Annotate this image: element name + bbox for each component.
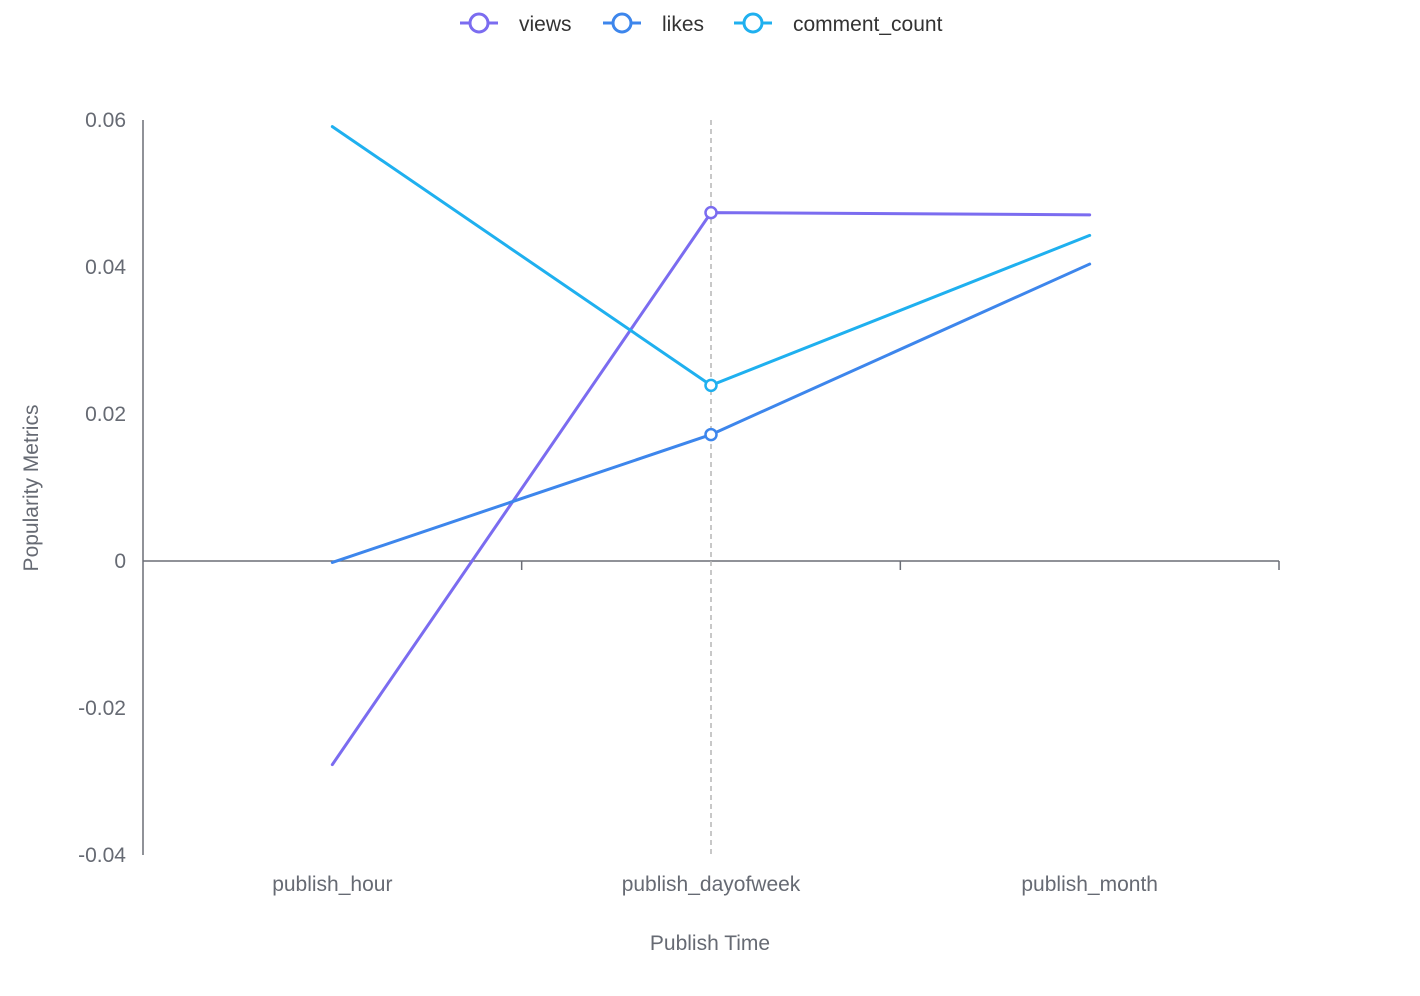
data-point-views[interactable] bbox=[704, 205, 718, 220]
legend: views likes comment_count bbox=[460, 12, 943, 36]
y-tick-label: 0.06 bbox=[85, 109, 126, 132]
y-tick-label: -0.02 bbox=[78, 697, 126, 720]
data-point-comment-count[interactable] bbox=[704, 378, 718, 393]
y-tick-label: 0.04 bbox=[85, 256, 126, 279]
legend-label: likes bbox=[662, 13, 704, 36]
x-axis-title: Publish Time bbox=[650, 932, 770, 955]
legend-item-likes[interactable]: likes bbox=[603, 12, 704, 36]
legend-label: views bbox=[519, 13, 572, 36]
x-tick-label: publish_dayofweek bbox=[622, 873, 801, 896]
legend-swatch-marker bbox=[742, 12, 764, 34]
y-tick-label: 0.02 bbox=[85, 403, 126, 426]
legend-item-comment-count[interactable]: comment_count bbox=[734, 12, 943, 36]
legend-item-views[interactable]: views bbox=[460, 12, 572, 36]
y-axis-title: Popularity Metrics bbox=[20, 405, 43, 572]
data-point-likes[interactable] bbox=[704, 427, 718, 442]
y-tick-label: -0.04 bbox=[78, 844, 126, 867]
x-tick-label: publish_month bbox=[1021, 873, 1158, 896]
x-tick-label: publish_hour bbox=[272, 873, 392, 896]
axes: -0.04 -0.02 0 0.02 0.04 0.06 publish_hour publi… bbox=[78, 109, 1280, 896]
y-tick-label: 0 bbox=[114, 550, 126, 573]
legend-label: comment_count bbox=[793, 13, 943, 36]
series-points bbox=[704, 205, 718, 442]
legend-swatch-marker bbox=[611, 12, 633, 34]
legend-swatch-marker bbox=[468, 12, 490, 34]
